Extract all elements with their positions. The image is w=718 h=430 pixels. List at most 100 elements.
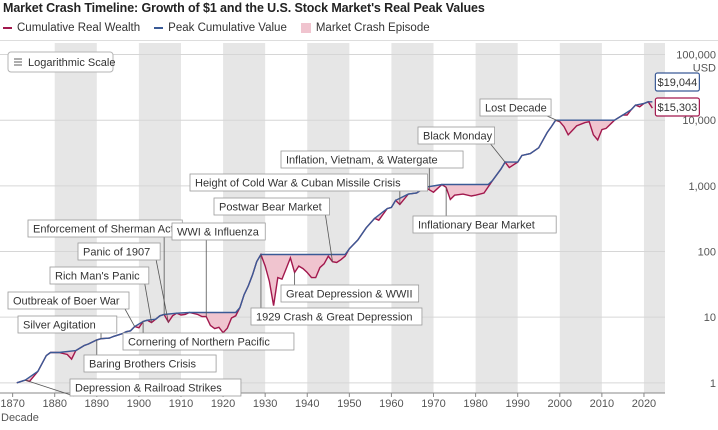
decade-band — [643, 43, 665, 393]
annotation-box — [417, 126, 495, 145]
y-tick-label: 10,000 — [682, 115, 716, 127]
annotation-leader — [325, 214, 333, 262]
annotation: Outbreak of Boer War — [7, 291, 136, 327]
annotation-label: Depression & Railroad Strikes — [75, 383, 222, 395]
annotation-label: WWI & Influenza — [177, 227, 260, 239]
x-tick-label: 1970 — [421, 398, 445, 410]
annotation: Silver Agitation — [17, 315, 118, 339]
annotation-label: Panic of 1907 — [83, 247, 150, 259]
chart-title: Market Crash Timeline: Growth of $1 and … — [3, 1, 485, 15]
annotation-label: Inflationary Bear Market — [418, 220, 535, 232]
end-value-label: $15,303 — [654, 97, 700, 117]
annotation-label: Height of Cold War & Cuban Missile Crisi… — [195, 178, 401, 190]
y-tick-label: 100,000 — [676, 50, 716, 62]
annotation-label: Cornering of Northern Pacific — [128, 337, 270, 349]
annotation-label: 1929 Crash & Great Depression — [256, 312, 413, 324]
annotation: Inflation, Vietnam, & Watergate — [280, 150, 464, 190]
annotation-leader — [25, 379, 75, 397]
annotation-label: Enforcement of Sherman Act — [33, 224, 174, 236]
log-scale-button-label: Logarithmic Scale — [28, 57, 115, 69]
end-labels: $19,044 $15,303 — [654, 72, 700, 117]
annotation-box — [189, 173, 428, 192]
annotation: WWI & Influenza — [171, 222, 266, 317]
x-tick-label: 1870 — [0, 398, 24, 410]
x-tick-label: 1940 — [295, 398, 319, 410]
decade-band — [559, 43, 602, 393]
end-label-text: $15,303 — [657, 102, 697, 114]
x-axis-title: Decade — [1, 412, 39, 424]
annotation: Inflationary Bear Market — [412, 187, 557, 234]
y-tick-label: 1 — [710, 378, 716, 390]
legend-swatch-peak — [154, 27, 164, 29]
y-tick-label: 10 — [704, 312, 716, 324]
annotation: Enforcement of Sherman Act — [27, 219, 183, 315]
annotation-box — [412, 215, 557, 234]
end-label-text: $19,044 — [657, 77, 697, 89]
legend-swatch-wealth — [3, 27, 12, 29]
legend-item-crash: Market Crash Episode — [300, 22, 430, 34]
decade-band — [54, 43, 97, 393]
annotation-box — [17, 315, 118, 334]
annotation: Baring Brothers Crisis — [83, 339, 217, 373]
annotation-label: Inflation, Vietnam, & Watergate — [286, 155, 438, 167]
legend-item-peak: Peak Cumulative Value — [154, 22, 287, 34]
x-tick-label: 1910 — [169, 398, 193, 410]
legend-item-wealth: Cumulative Real Wealth — [3, 22, 140, 34]
x-tick-label: 2000 — [548, 398, 572, 410]
log-scale-button-box — [7, 51, 114, 73]
annotation-leader — [490, 143, 506, 163]
x-tick-label: 2010 — [590, 398, 614, 410]
header-divider — [0, 40, 718, 41]
x-tick-label: 1960 — [379, 398, 403, 410]
annotation-label: Baring Brothers Crisis — [89, 359, 196, 371]
legend-label-peak: Peak Cumulative Value — [168, 22, 287, 34]
x-tick-label: 1880 — [42, 398, 66, 410]
annotation: Height of Cold War & Cuban Missile Crisi… — [189, 173, 428, 205]
annotation-box — [250, 307, 423, 326]
annotation-label: Postwar Bear Market — [219, 202, 322, 214]
annotation: Panic of 1907 — [77, 242, 169, 323]
annotation-label: Silver Agitation — [23, 320, 96, 332]
x-tick-label: 1920 — [211, 398, 235, 410]
annotation-leader — [144, 283, 152, 323]
x-tick-label: 1900 — [127, 398, 151, 410]
x-tick-label: 1930 — [253, 398, 277, 410]
annotation-box — [213, 197, 330, 216]
annotation-box — [479, 98, 552, 117]
annotation: 1929 Crash & Great Depression — [250, 254, 423, 326]
annotation: Black Monday — [417, 126, 506, 163]
end-label-box — [654, 97, 700, 117]
legend-swatch-crash — [300, 23, 311, 33]
annotation: Depression & Railroad Strikes — [25, 378, 242, 397]
x-tick-label: 1990 — [505, 398, 529, 410]
annotations: Silver Agitation Outbreak of Boer War Rich… — [7, 98, 560, 397]
annotation-box — [280, 150, 464, 169]
x-tick-label: 1890 — [85, 398, 109, 410]
end-label-box — [654, 72, 700, 92]
annotation-label: Rich Man's Panic — [55, 271, 140, 283]
annotation-box — [171, 222, 266, 241]
annotation-box — [83, 354, 217, 373]
x-tick-label: 2020 — [632, 398, 656, 410]
annotation-leader — [546, 115, 560, 123]
annotation: Lost Decade — [479, 98, 560, 123]
annotation-box — [49, 266, 150, 285]
annotation-leader — [155, 259, 169, 323]
x-tick-label: 1950 — [337, 398, 361, 410]
decade-band — [307, 43, 350, 393]
annotation-box — [7, 291, 130, 310]
y-tick-label: 100 — [698, 247, 716, 259]
annotation: Rich Man's Panic — [49, 266, 152, 323]
annotation-label: Lost Decade — [485, 103, 547, 115]
y-unit-label: USD — [693, 63, 716, 75]
annotation-box — [280, 284, 420, 303]
annotation-box — [122, 332, 295, 351]
log-scale-button[interactable]: Logarithmic Scale — [7, 51, 115, 73]
annotation: Postwar Bear Market — [213, 197, 333, 262]
menu-lines-icon — [14, 58, 22, 66]
x-tick-label: 1980 — [463, 398, 487, 410]
annotation-leader — [124, 308, 136, 327]
